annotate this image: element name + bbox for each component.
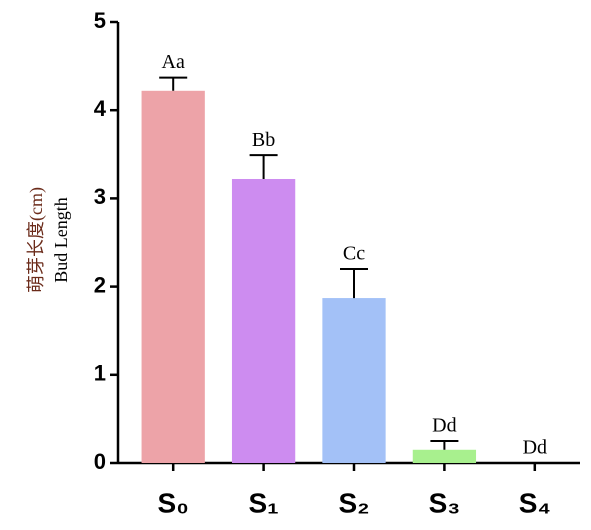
y-tick-label: 0 (94, 449, 106, 474)
x-tick-label: S₂ (338, 487, 369, 518)
error-bar (430, 439, 459, 450)
significance-label: Bb (252, 129, 275, 151)
y-tick-label: 3 (94, 184, 106, 209)
x-tick-label: S₀ (158, 487, 189, 518)
bar (412, 449, 477, 463)
error-bar (340, 267, 368, 299)
x-tick-label: S₄ (519, 487, 551, 518)
y-tick-label: 5 (94, 8, 106, 33)
y-tick-label: 2 (94, 272, 106, 297)
error-bar (159, 76, 188, 91)
significance-label: Dd (432, 415, 456, 437)
y-tick-label: 4 (94, 96, 107, 121)
error-bar (249, 154, 278, 179)
x-tick-label: S₁ (248, 487, 278, 518)
y-label-line: 萌芽长度(cm) (26, 187, 47, 293)
y-tick-label: 1 (94, 361, 106, 386)
significance-label: Dd (523, 437, 547, 459)
bar (322, 298, 386, 463)
x-tick-label: S₃ (429, 487, 461, 518)
bar (231, 178, 296, 463)
significance-label: Cc (343, 243, 365, 265)
y-axis-label: 萌芽长度(cm) Bud Length (26, 187, 71, 293)
bar (141, 90, 205, 464)
significance-label: Aa (162, 51, 185, 73)
y-label-line: Bud Length (51, 197, 71, 283)
